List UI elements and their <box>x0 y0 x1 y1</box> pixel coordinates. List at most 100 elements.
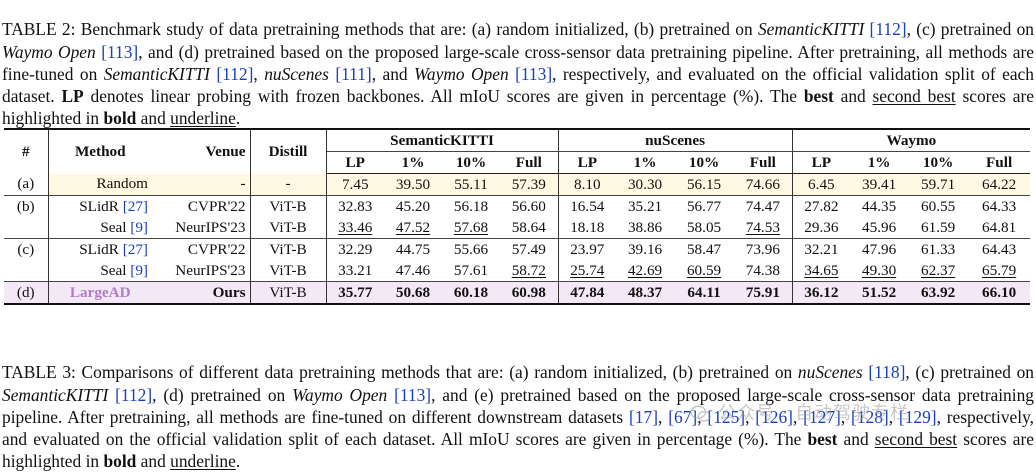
citation-link[interactable]: [17] <box>629 406 659 427</box>
score-cell: 61.33 <box>908 238 969 260</box>
score-cell: 32.29 <box>326 238 384 260</box>
score-cell: 35.21 <box>616 195 675 217</box>
score-cell: 33.21 <box>338 261 373 279</box>
score-cell: 74.38 <box>734 260 793 282</box>
citation-link[interactable]: [113] <box>101 41 139 62</box>
score-cell: 58.72 <box>500 260 559 282</box>
score-cell: 7.45 <box>326 173 384 196</box>
method-name: SLidR <box>79 240 119 258</box>
caption-text: second best <box>874 429 958 449</box>
citation-link[interactable]: [9] <box>130 261 148 279</box>
score-cell: 29.36 <box>804 218 839 236</box>
citation-link[interactable]: [27] <box>122 197 148 215</box>
col-header-waymo-lp: LP <box>792 151 851 174</box>
score-cell: 6.45 <box>792 173 851 196</box>
subheader-row: LP 1% 10% Full LP 1% 10% Full LP 1% 10% Full <box>4 151 1031 174</box>
score-cell: 60.98 <box>500 281 559 305</box>
col-header-nuscenes-full: Full <box>734 151 793 174</box>
caption-text: , (d) pretrained on <box>152 384 293 405</box>
score-cell: 39.16 <box>616 238 675 260</box>
score-cell: 57.68 <box>453 218 489 236</box>
col-header-distill: Distill <box>250 128 327 174</box>
score-cell: 61.59 <box>921 218 956 236</box>
score-cell: 39.41 <box>850 173 909 196</box>
score-cell: 42.69 <box>627 261 663 279</box>
caption-label: TABLE 2: <box>2 19 76 40</box>
score-cell: 62.37 <box>921 261 956 279</box>
caption-text: Waymo Open <box>414 63 509 84</box>
score-cell: 66.10 <box>968 281 1031 305</box>
caption-text: , <box>697 406 708 427</box>
citation-link[interactable]: [112] <box>115 384 153 405</box>
col-header-venue: Venue <box>152 128 251 174</box>
col-group-semantickitti: SemanticKITTI <box>326 128 559 152</box>
col-header-method: Method <box>48 128 152 174</box>
citation-link[interactable]: [129] <box>898 406 937 427</box>
caption-body: Benchmark study of data pretraining meth… <box>2 19 1034 128</box>
citation-link[interactable]: [67] <box>668 406 698 427</box>
col-header-nuscenes-10pct: 10% <box>674 151 735 174</box>
citation-link[interactable]: [113] <box>515 63 553 84</box>
score-cell: 38.86 <box>627 218 663 236</box>
score-cell: 74.66 <box>734 173 793 196</box>
distill-cell: ViT-B <box>250 217 327 239</box>
citation-link[interactable]: [111] <box>335 63 372 84</box>
score-cell: 56.18 <box>442 195 500 217</box>
score-cell: 60.59 <box>686 261 722 279</box>
score-cell: 32.83 <box>326 195 384 217</box>
score-cell: 64.33 <box>968 195 1031 217</box>
caption-text: SemanticKITTI <box>757 19 865 40</box>
citation-link[interactable]: [127] <box>803 406 841 427</box>
citation-link[interactable]: [113] <box>394 384 432 405</box>
row-group-label: (d) <box>4 281 49 305</box>
score-cell: 57.49 <box>500 238 559 260</box>
score-cell: 8.10 <box>558 173 617 196</box>
citation-link[interactable]: [27] <box>122 240 148 258</box>
col-group-nuscenes: nuScenes <box>558 128 793 152</box>
citation-link[interactable]: [128] <box>851 406 889 427</box>
venue-cell: CVPR'22 <box>152 195 251 217</box>
score-cell: 57.61 <box>453 261 489 279</box>
score-cell: 64.81 <box>982 218 1017 236</box>
caption-text: . <box>235 451 241 472</box>
score-cell: 73.96 <box>734 238 793 260</box>
caption-text: , <box>840 406 852 427</box>
score-cell: 60.55 <box>908 195 969 217</box>
score-cell: 74.53 <box>734 217 793 239</box>
distill-cell: ViT-B <box>250 195 327 217</box>
caption-label: TABLE 3: <box>2 362 76 383</box>
watermark-text: 公众号 · 自动驾驶专栏 <box>718 403 910 424</box>
score-cell: 65.79 <box>982 261 1017 279</box>
caption-text: scores are highlighted in <box>2 86 1034 129</box>
col-header-waymo-full: Full <box>968 151 1031 174</box>
citation-link[interactable]: [125] <box>707 406 746 427</box>
method-cell: SLidR [27] <box>48 238 152 260</box>
score-cell: 45.20 <box>384 195 442 217</box>
score-cell: 75.91 <box>734 281 793 305</box>
score-cell: 58.47 <box>674 238 735 260</box>
method-cell: LargeAD <box>48 281 152 305</box>
citation-link[interactable]: [9] <box>130 218 148 236</box>
score-cell: 58.05 <box>686 218 722 236</box>
score-cell: 56.60 <box>500 195 559 217</box>
caption-text: best <box>807 429 838 449</box>
score-cell: 58.64 <box>500 217 559 239</box>
score-cell: 44.35 <box>850 195 909 217</box>
table-body: (a) Random - -7.45 39.50 55.11 57.39 8.10 30.30 5… <box>4 173 1031 305</box>
caption-text: nuScenes <box>264 63 329 84</box>
col-header-semantickitti-full: Full <box>500 151 559 174</box>
caption-text: Waymo Open <box>2 41 96 62</box>
caption-text: , and (d) pretrained based on the propos… <box>2 41 1034 84</box>
caption-text: , (c) pretrained on <box>905 362 1034 383</box>
row-group-label: (a) <box>4 173 49 196</box>
citation-link[interactable]: [112] <box>216 63 254 84</box>
citation-link[interactable]: [118] <box>868 362 906 383</box>
col-header-nuscenes-lp: LP <box>558 151 617 174</box>
distill-cell: ViT-B <box>250 260 327 282</box>
citation-link[interactable]: [126] <box>755 406 793 427</box>
score-cell: 49.30 <box>862 261 897 279</box>
caption-text: SemanticKITTI <box>2 384 109 405</box>
caption-text: bold <box>103 451 137 472</box>
score-cell: 51.52 <box>850 281 909 305</box>
citation-link[interactable]: [112] <box>869 19 907 40</box>
